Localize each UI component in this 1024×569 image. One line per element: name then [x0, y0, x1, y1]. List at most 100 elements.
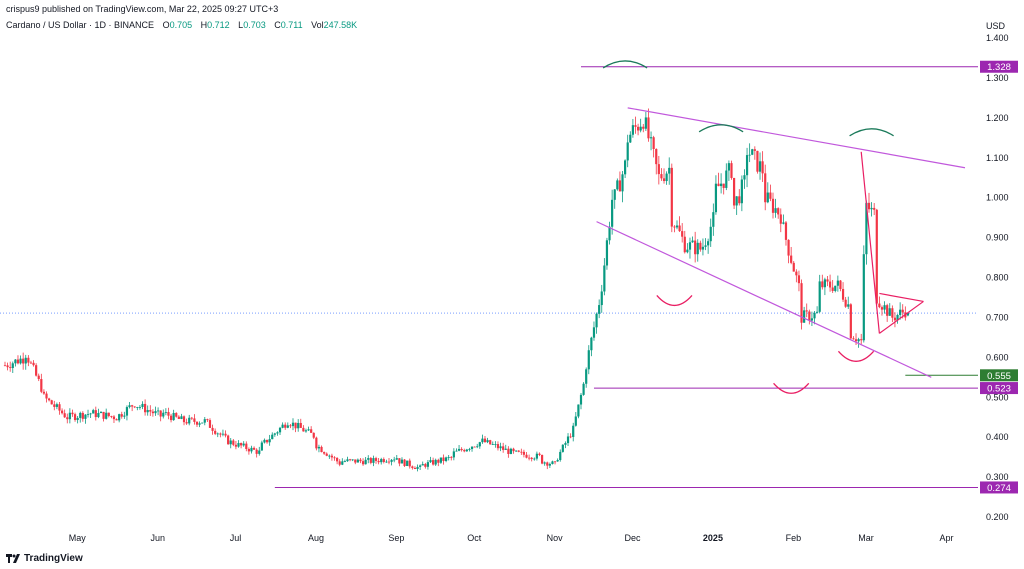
candle-body: [73, 414, 77, 421]
candle-body: [779, 214, 782, 224]
candle-body: [797, 275, 801, 284]
candle-body: [81, 412, 84, 419]
candle-body: [48, 398, 51, 401]
candle-body: [538, 453, 541, 455]
candle-body: [128, 405, 131, 408]
candle-body: [579, 394, 583, 405]
candle-body: [616, 180, 619, 190]
symbol-name[interactable]: Cardano / US Dollar · 1D · BINANCE: [6, 20, 155, 30]
candle-body: [406, 460, 409, 466]
candle-body: [644, 117, 647, 129]
tradingview-footer[interactable]: TradingView: [6, 553, 83, 564]
candle-body: [540, 454, 544, 464]
candle-body: [374, 458, 378, 461]
candle-body: [543, 462, 546, 464]
candle-body: [94, 410, 97, 418]
open-label: O: [162, 20, 170, 30]
candle-body: [177, 416, 180, 419]
level-badge: [980, 369, 1018, 382]
candle-body: [504, 448, 507, 450]
candle-body: [473, 446, 476, 448]
candle-body: [699, 242, 702, 250]
candle-body: [273, 433, 276, 435]
candle-body: [278, 427, 282, 433]
open-value: 0.705: [169, 20, 193, 30]
candle-body: [717, 183, 720, 187]
candle-body: [232, 440, 235, 445]
candle-body: [764, 173, 767, 203]
candle-body: [68, 412, 71, 420]
candle-body: [873, 207, 876, 210]
low-value: 0.703: [243, 20, 266, 30]
candle-body: [240, 443, 243, 446]
candle-body: [875, 209, 878, 304]
candle-body: [201, 422, 204, 424]
candle-body: [97, 413, 100, 418]
x-tick-label: Sep: [388, 533, 404, 543]
candle-body: [151, 411, 154, 414]
currency-label: USD: [986, 21, 1006, 31]
y-tick-label: 0.700: [986, 312, 1009, 322]
candle-body: [408, 460, 411, 467]
candle-body: [37, 375, 40, 380]
candle-body: [634, 125, 637, 127]
candle-body: [777, 208, 780, 215]
candle-body: [180, 416, 183, 419]
candle-body: [813, 312, 816, 319]
candle-body: [782, 222, 785, 224]
candle-body: [551, 461, 554, 465]
candle-body: [144, 403, 147, 413]
candle-body: [19, 358, 22, 364]
level-badge-label: 0.274: [987, 483, 1011, 494]
candle-body: [169, 415, 173, 421]
candle-body: [745, 155, 749, 176]
candle-body: [592, 327, 596, 338]
candle-body: [255, 449, 258, 454]
candle-body: [823, 279, 826, 288]
candle-body: [208, 420, 212, 428]
candle-body: [756, 150, 759, 172]
candle-body: [284, 424, 287, 428]
candle-body: [265, 439, 269, 443]
level-badge-label: 0.555: [987, 371, 1011, 382]
x-tick-label: May: [69, 533, 87, 543]
candle-body: [22, 358, 25, 364]
candle-body: [657, 164, 660, 175]
candle-body: [522, 451, 526, 455]
candle-body: [286, 425, 289, 428]
level-badge-label: 1.328: [987, 62, 1011, 73]
candle-body: [784, 222, 788, 240]
x-tick-label: Dec: [625, 533, 642, 543]
candle-body: [805, 310, 808, 312]
candle-body: [528, 457, 531, 459]
candle-body: [559, 451, 562, 461]
candle-body: [29, 362, 33, 364]
candle-body: [896, 314, 899, 321]
candle-body: [112, 416, 116, 420]
annotation-cap-arc: [602, 60, 648, 69]
candle-body: [774, 208, 777, 213]
candle-body: [906, 313, 910, 316]
candle-body: [369, 458, 372, 463]
candle-body: [525, 454, 528, 458]
candle-body: [481, 438, 484, 443]
y-tick-label: 1.200: [986, 113, 1009, 123]
candle-body: [442, 457, 445, 462]
candle-body: [691, 240, 694, 243]
candle-body: [831, 287, 834, 291]
annotation-cup-arc: [773, 382, 810, 394]
candle-body: [336, 457, 339, 462]
candle-body: [382, 459, 385, 462]
candle-body: [810, 318, 814, 321]
candle-body: [686, 249, 689, 253]
candle-body: [444, 457, 448, 462]
candle-body: [434, 459, 437, 465]
candle-body: [517, 450, 520, 452]
candle-body: [297, 422, 300, 429]
candle-body: [520, 451, 523, 453]
x-tick-label: Aug: [308, 533, 324, 543]
candle-body: [649, 137, 653, 139]
candle-body: [629, 134, 632, 143]
candle-body: [63, 413, 66, 418]
